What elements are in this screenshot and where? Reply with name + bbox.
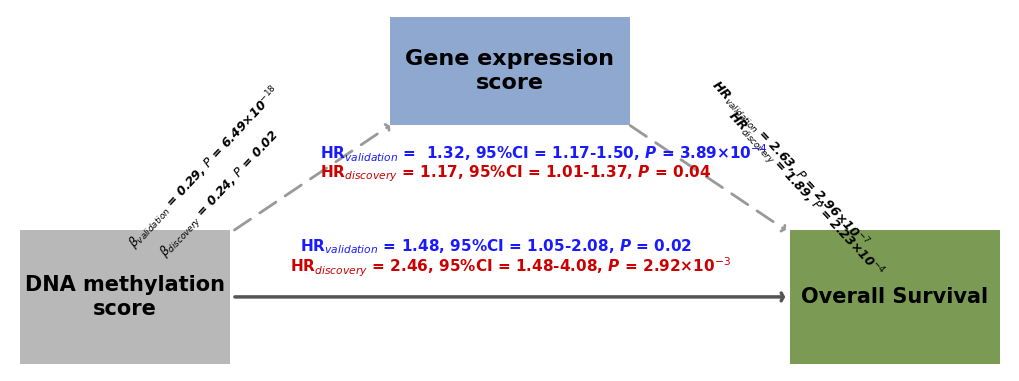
Text: Overall Survival: Overall Survival bbox=[801, 287, 987, 307]
FancyBboxPatch shape bbox=[20, 230, 230, 364]
Text: HR$_{validation}$ = 1.48, 95%CI = 1.05-2.08, $\bfit{P}$ = 0.02: HR$_{validation}$ = 1.48, 95%CI = 1.05-2… bbox=[300, 237, 692, 256]
Text: DNA methylation
score: DNA methylation score bbox=[25, 275, 225, 319]
Text: $\beta_{validation}$ = 0.29, $P$ = 6.49×10$^{-18}$: $\beta_{validation}$ = 0.29, $P$ = 6.49×… bbox=[124, 83, 285, 253]
Text: HR$_{validation}$ =  1.32, 95%CI = 1.17-1.50, $\bfit{P}$ = 3.89×10$^{-4}$: HR$_{validation}$ = 1.32, 95%CI = 1.17-1… bbox=[320, 142, 767, 164]
Text: HR$_{discovery}$ = 1.17, 95%CI = 1.01-1.37, $\bfit{P}$ = 0.04: HR$_{discovery}$ = 1.17, 95%CI = 1.01-1.… bbox=[320, 163, 711, 184]
Text: HR$_{discovery}$ = 1.89, $P$ = 2.23×10$^{-4}$: HR$_{discovery}$ = 1.89, $P$ = 2.23×10$^… bbox=[721, 107, 887, 282]
Text: $\beta_{discovery}$ = 0.24, $P$ = 0.02: $\beta_{discovery}$ = 0.24, $P$ = 0.02 bbox=[156, 127, 283, 262]
Text: HR$_{validation}$ = 2.63, $P$ = 2.96×10$^{-7}$: HR$_{validation}$ = 2.63, $P$ = 2.96×10$… bbox=[706, 77, 871, 252]
Text: HR$_{discovery}$ = 2.46, 95%CI = 1.48-4.08, $\bfit{P}$ = 2.92×10$^{-3}$: HR$_{discovery}$ = 2.46, 95%CI = 1.48-4.… bbox=[289, 255, 731, 279]
Text: Gene expression
score: Gene expression score bbox=[406, 49, 613, 93]
FancyBboxPatch shape bbox=[389, 17, 630, 125]
FancyBboxPatch shape bbox=[789, 230, 999, 364]
